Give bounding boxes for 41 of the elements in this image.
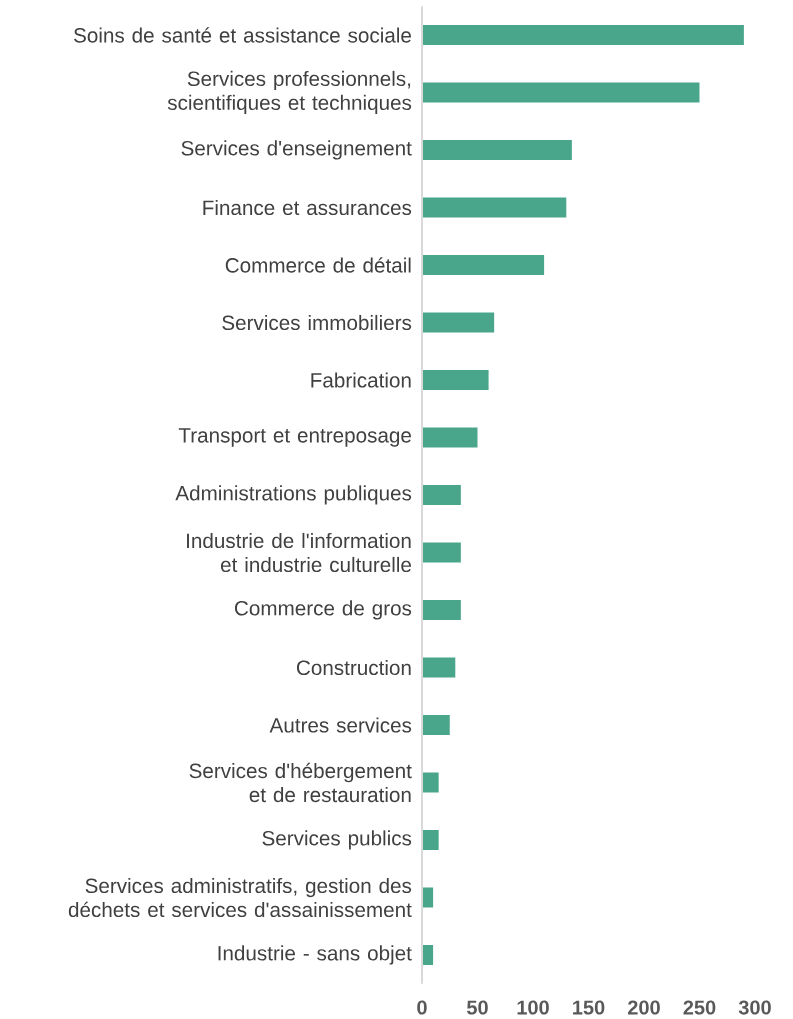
y-tick-label: Soins de santé et assistance sociale (74, 27, 411, 43)
y-tick-label: Services publics (262, 830, 412, 850)
bar (422, 82, 700, 103)
y-tick-label: Industrie - sans objet (218, 945, 412, 965)
bar (422, 657, 456, 678)
y-tick-label: Fabrication (311, 372, 411, 388)
bar (422, 312, 495, 333)
bar (422, 427, 478, 448)
x-tick-label: 150 (573, 1000, 605, 1015)
y-tick-label: Services d'hébergement et de restauration (189, 762, 412, 803)
bar (422, 24, 744, 45)
y-tick-label: Services immobiliers (222, 314, 412, 331)
bar (422, 197, 567, 218)
bar (422, 542, 461, 563)
bar (422, 772, 439, 793)
y-tick-label: Autres services (269, 717, 412, 733)
bar (422, 254, 545, 275)
x-tick-label: 50 (466, 1000, 488, 1015)
y-tick-label: Transport et entreposage (178, 428, 411, 447)
bar (422, 829, 439, 850)
y-tick-label: Industrie de l'information et industrie culturelle (187, 532, 411, 573)
x-tick-label: 100 (517, 1000, 549, 1015)
y-tick-label: Services d'enseignement (181, 140, 412, 160)
bar (422, 944, 434, 965)
x-tick-label: 0 (417, 1000, 427, 1015)
y-tick-label: Administrations publiques (175, 485, 412, 505)
bar (422, 139, 572, 160)
bar (422, 714, 450, 735)
y-tick-label: Services professionnels, scientifiques et techniques (167, 70, 412, 115)
bar (422, 369, 489, 390)
x-tick-label: 250 (683, 1000, 716, 1015)
y-tick-label: Services administratifs, gestion des déchets et services d'assainissement (68, 877, 412, 918)
y-tick-label: Commerce de détail (225, 257, 411, 273)
y-tick-label: Finance et assurances (203, 199, 412, 216)
x-tick-label: 300 (738, 1000, 771, 1015)
bar (422, 484, 461, 505)
y-tick-label: Construction (296, 659, 411, 676)
x-tick-label: 200 (628, 1000, 660, 1015)
bar (422, 599, 461, 620)
bar (422, 887, 434, 908)
y-tick-label: Commerce de gros (234, 600, 412, 620)
